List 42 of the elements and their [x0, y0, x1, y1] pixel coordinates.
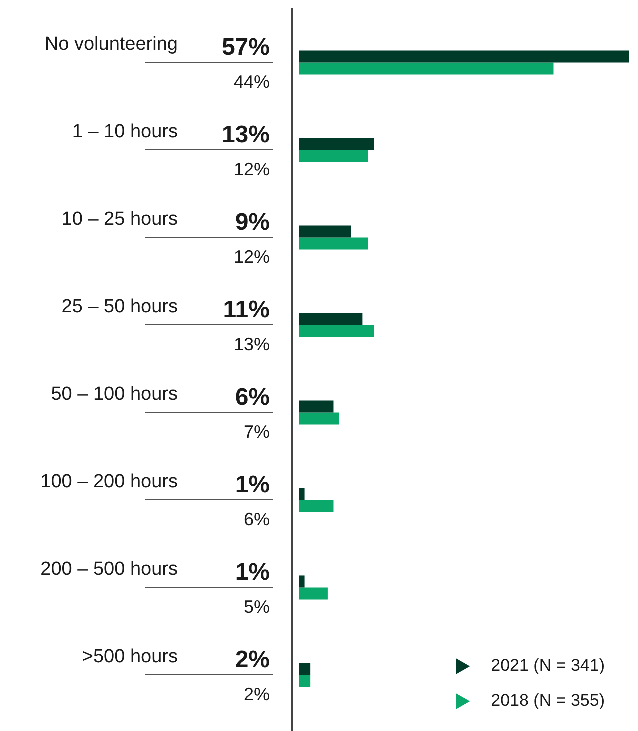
data-label: 44%: [234, 72, 270, 92]
bar: [299, 325, 374, 338]
y-tick-label: >500 hours: [82, 646, 178, 668]
data-label: 1%: [235, 471, 270, 498]
bar: [299, 400, 334, 413]
bar: [299, 488, 305, 500]
legend-label: 2021 (N = 341): [491, 656, 606, 676]
data-label: 13%: [234, 334, 270, 354]
bar: [299, 150, 368, 162]
y-tick-label: 200 – 500 hours: [40, 558, 178, 580]
data-label: 57%: [222, 34, 270, 61]
y-tick-label: 100 – 200 hours: [40, 471, 178, 492]
data-label: 2%: [235, 646, 270, 674]
bar: [299, 500, 334, 512]
y-tick-label: 1 – 10 hours: [72, 121, 178, 142]
data-label: 6%: [244, 509, 270, 530]
bar: [299, 138, 374, 150]
legend-label: 2018 (N = 355): [491, 691, 606, 710]
data-label: 7%: [244, 422, 270, 442]
bar: [299, 50, 629, 63]
data-label: 13%: [222, 121, 270, 148]
data-label: 2%: [244, 684, 270, 704]
bar: [299, 588, 328, 600]
y-tick-label: No volunteering: [44, 34, 178, 55]
bar: [299, 675, 311, 688]
bar: [299, 663, 311, 676]
data-label: 12%: [234, 246, 270, 267]
data-label: 1%: [235, 558, 270, 586]
data-label: 5%: [244, 596, 270, 617]
bar: [299, 576, 305, 588]
bar: [299, 62, 554, 75]
bar: [299, 226, 352, 238]
data-label: 6%: [235, 384, 270, 411]
data-label: 11%: [223, 296, 270, 324]
y-tick-label: 10 – 25 hours: [62, 208, 178, 230]
y-tick-label: 50 – 100 hours: [51, 384, 178, 405]
bar: [299, 412, 340, 425]
bar: [299, 238, 368, 250]
data-label: 12%: [234, 159, 270, 180]
bar: [299, 313, 363, 326]
data-label: 9%: [235, 208, 270, 236]
y-tick-label: 25 – 50 hours: [62, 296, 178, 318]
